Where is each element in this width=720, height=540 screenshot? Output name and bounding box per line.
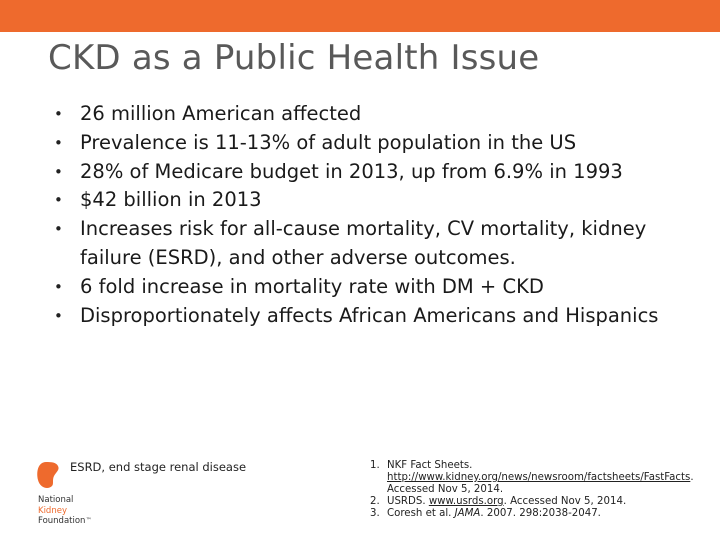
bullet-icon: • (54, 277, 63, 296)
bullet-item: • 6 fold increase in mortality rate with … (54, 273, 694, 302)
bullet-item: • $42 billion in 2013 (54, 186, 694, 215)
bullet-item: • Disproportionately affects African Amer… (54, 302, 694, 331)
reference-text-after: . Accessed Nov 5, 2014. (503, 496, 627, 507)
bullet-text: 26 million American affected (80, 102, 362, 125)
reference-text-after: . 2007. 298:2038-2047. (480, 508, 601, 519)
bullet-icon: • (54, 133, 63, 152)
nkf-logo-text: National Kidney Foundation™ (38, 495, 91, 527)
journal-name: JAMA (454, 508, 481, 519)
reference-text: USRDS. (387, 496, 426, 507)
bullet-text: Prevalence is 11-13% of adult population… (80, 130, 577, 154)
bullet-icon: • (54, 162, 63, 181)
bullet-icon: • (54, 306, 63, 325)
logo-line-national: National (38, 495, 74, 505)
trademark-mark: ™ (85, 517, 92, 524)
reference-number: 3. (370, 508, 380, 519)
bullet-text: $42 billion in 2013 (80, 188, 262, 212)
reference-text-after: . Accessed Nov 5, 2014. (387, 472, 694, 495)
bullet-icon: • (54, 105, 63, 123)
reference-text: Coresh et al. (387, 508, 452, 519)
slide-title: CKD as a Public Health Issue (48, 38, 540, 78)
reference-number: 2. (370, 496, 380, 507)
reference-list: 1. NKF Fact Sheets. http://www.kidney.or… (370, 460, 700, 520)
bullet-text: 28% of Medicare budget in 2013, up from … (80, 159, 623, 183)
bullet-text: 6 fold increase in mortality rate with D… (80, 274, 544, 298)
bullet-icon: • (54, 191, 63, 210)
bullet-item: • Increases risk for all-cause mortality,… (54, 215, 694, 273)
bullet-text: Increases risk for all-cause mortality, … (80, 217, 647, 269)
bullet-text: Disproportionately affects African Ameri… (80, 303, 659, 327)
reference-link[interactable]: www.usrds.org (428, 496, 504, 507)
reference-item: 2. USRDS. www.usrds.org. Accessed Nov 5,… (370, 496, 700, 508)
bullet-list: • 26 million American affected • Prevalenc… (54, 100, 694, 330)
bullet-item: • 28% of Medicare budget in 2013, up from… (54, 158, 694, 187)
nkf-logo-icon (37, 462, 59, 488)
reference-number: 1. (370, 460, 380, 471)
bullet-icon: • (54, 220, 63, 239)
abbreviation-footnote: ESRD, end stage renal disease (70, 460, 247, 474)
bullet-item: • 26 million American affected (54, 100, 694, 129)
top-accent-bar (0, 0, 720, 32)
logo-line-foundation: Foundation™ (38, 516, 92, 526)
logo-line-kidney: Kidney (38, 505, 67, 516)
bullet-item: • Prevalence is 11-13% of adult populatio… (54, 129, 694, 158)
reference-text: NKF Fact Sheets. (387, 460, 473, 471)
reference-link[interactable]: http://www.kidney.org/news/newsroom/fact… (387, 472, 691, 483)
reference-item: 3. Coresh et al. JAMA. 2007. 298:2038-20… (370, 508, 700, 520)
reference-item: 1. NKF Fact Sheets. http://www.kidney.or… (370, 460, 700, 496)
